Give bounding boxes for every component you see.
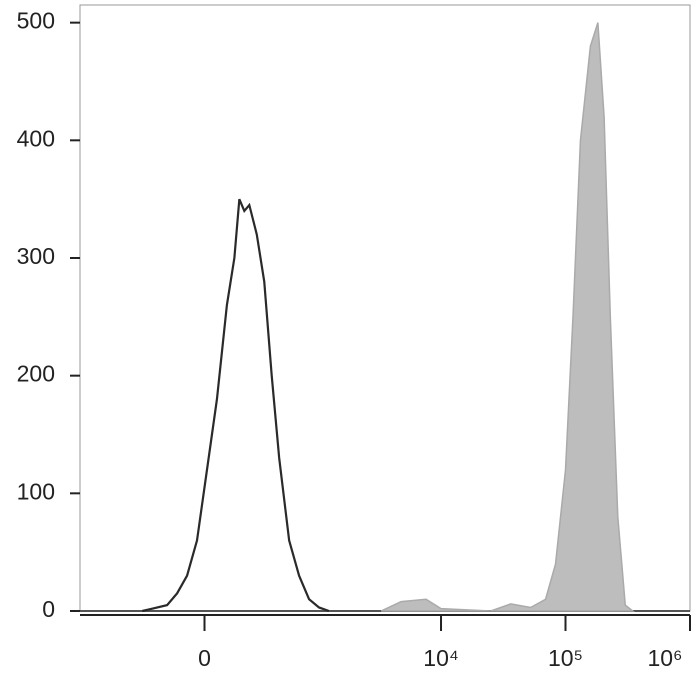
- x-tick-label: 10⁶: [647, 645, 682, 671]
- x-tick-label: 10⁴: [423, 645, 458, 671]
- x-tick-label: 10⁵: [548, 645, 583, 671]
- y-tick-label: 0: [42, 596, 55, 622]
- y-tick-label: 100: [17, 478, 55, 504]
- y-tick-label: 400: [17, 125, 55, 151]
- y-tick-label: 200: [17, 361, 55, 387]
- histogram-line: [141, 198, 330, 613]
- y-tick-label: 300: [17, 243, 55, 269]
- histogram-area: [380, 22, 635, 612]
- x-tick-label: 0: [198, 645, 211, 671]
- y-tick-label: 500: [17, 8, 55, 34]
